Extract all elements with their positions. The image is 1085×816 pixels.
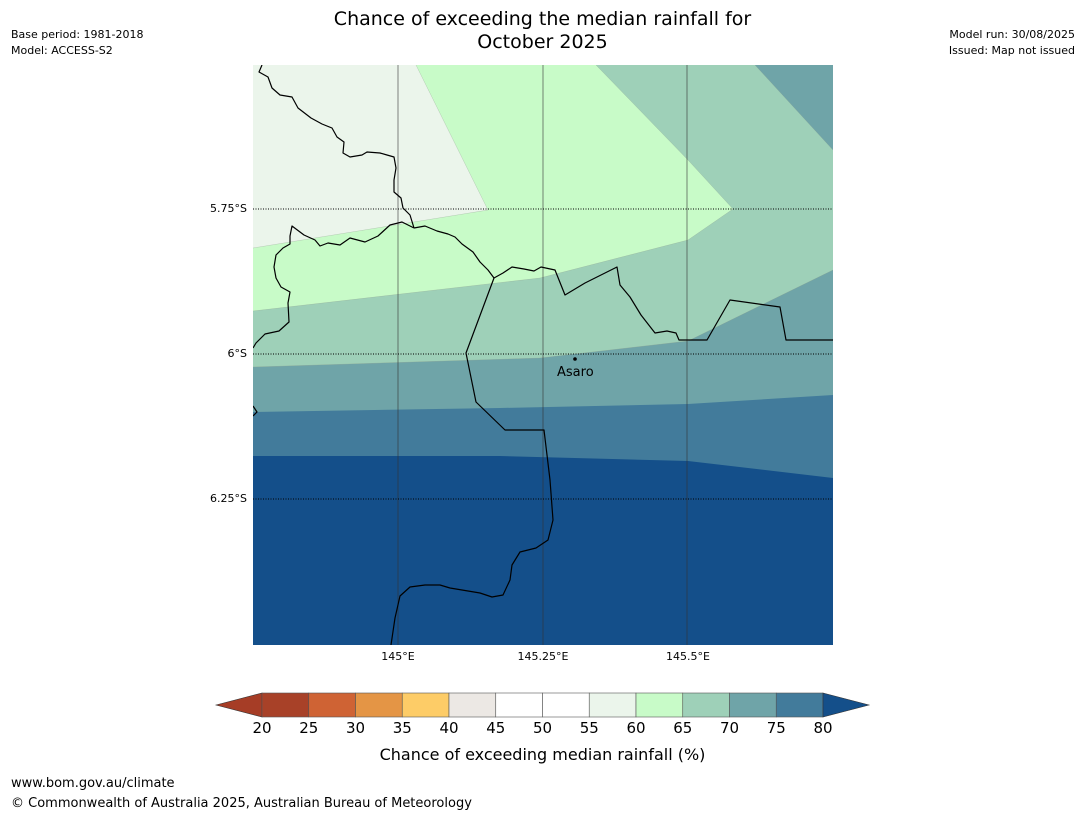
parallel-lines (253, 208, 833, 500)
lon-label-145e: 145°E (381, 650, 415, 663)
colorbar-cell (588, 692, 637, 718)
colorbar-tick-label: 30 (345, 719, 366, 737)
colorbar-cell (635, 692, 684, 718)
meridian-lines (397, 65, 688, 645)
boundary-lines (253, 65, 833, 645)
contour-55-60 (253, 65, 488, 248)
colorbar-tick-label: 40 (439, 719, 459, 737)
map-title-line1: Chance of exceeding the median rainfall … (333, 8, 752, 30)
colorbar-cell (682, 692, 730, 718)
footer-url[interactable]: www.bom.gov.au/climate (11, 776, 175, 791)
colorbar-tick-label: 20 (252, 719, 272, 737)
colorbar-cell (495, 692, 543, 718)
colorbar-tick-label: 80 (813, 719, 833, 737)
lat-label-6-25s: 6.25°S (210, 492, 247, 505)
colorbar-label: Chance of exceeding median rainfall (%) (379, 745, 706, 764)
colorbar-cell (729, 692, 777, 718)
lat-label-5-75s: 5.75°S (210, 202, 247, 215)
issued-label: Issued: Map not issued (948, 44, 1075, 57)
colorbar-cell (261, 692, 310, 718)
asaro-marker (573, 357, 577, 361)
colorbar-cell (401, 692, 450, 718)
colorbar-cell (355, 692, 403, 718)
colorbar-tick-label: 55 (579, 719, 599, 737)
map-title-line2: October 2025 (477, 31, 608, 53)
footer-copyright: © Commonwealth of Australia 2025, Austra… (11, 796, 472, 811)
lat-label-6s: 6°S (227, 347, 247, 360)
colorbar-tick-label: 65 (673, 719, 693, 737)
base-period-label: Base period: 1981-2018 (11, 28, 144, 41)
place-label-asaro: Asaro (557, 365, 594, 380)
colorbar-tick-label: 25 (299, 719, 319, 737)
colorbar-cell (542, 692, 590, 718)
lon-label-145-25e: 145.25°E (517, 650, 569, 663)
colorbar-arrow-low (214, 692, 263, 718)
model-run-label: Model run: 30/08/2025 (949, 28, 1075, 41)
map-title: Chance of exceeding the median rainfall … (0, 8, 1085, 54)
colorbar-tick-label: 75 (766, 719, 786, 737)
model-label: Model: ACCESS-S2 (11, 44, 113, 57)
colorbar-cells (261, 692, 824, 718)
colorbar-tick-label: 60 (626, 719, 646, 737)
colorbar-cell (448, 692, 497, 718)
colorbar-tick-label: 45 (486, 719, 506, 737)
colorbar-cell (308, 692, 356, 718)
colorbar-tick-label: 50 (532, 719, 553, 737)
colorbar-tick-label: 35 (392, 719, 412, 737)
colorbar (214, 692, 871, 718)
colorbar-cell (775, 692, 824, 718)
lon-label-145-5e: 145.5°E (666, 650, 710, 663)
colorbar-tick-label: 70 (719, 719, 740, 737)
colorbar-arrow-high (822, 692, 871, 718)
